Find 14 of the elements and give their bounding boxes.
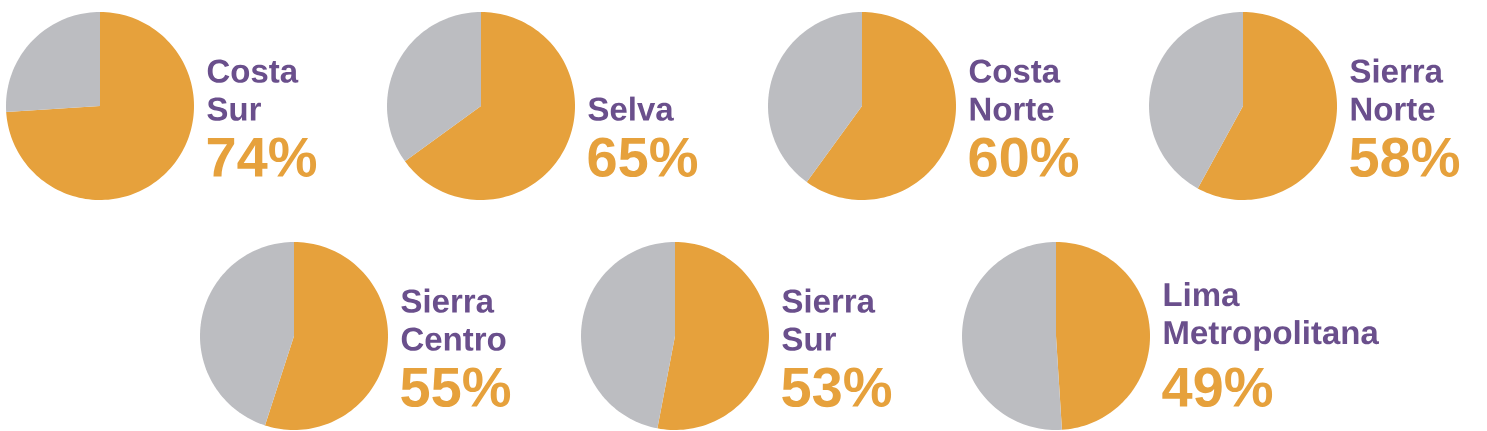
text: Lima Metropolitana bbox=[1164, 282, 1379, 351]
data-label: 58% bbox=[1350, 137, 1460, 178]
text: Costa Sur bbox=[207, 59, 299, 121]
text: Sierra Centro bbox=[401, 288, 506, 351]
text: Sierra Sur bbox=[782, 288, 876, 351]
text: Costa Norte bbox=[969, 59, 1061, 121]
text: Sierra Norte bbox=[1350, 58, 1444, 121]
data-label: 55% bbox=[401, 367, 511, 408]
text: Selva bbox=[588, 96, 674, 121]
data-label: 53% bbox=[782, 367, 892, 408]
data-label: 74% bbox=[207, 137, 317, 177]
data-label: 65% bbox=[588, 137, 698, 178]
data-label: 49% bbox=[1162, 367, 1273, 408]
data-label: 60% bbox=[969, 137, 1079, 178]
